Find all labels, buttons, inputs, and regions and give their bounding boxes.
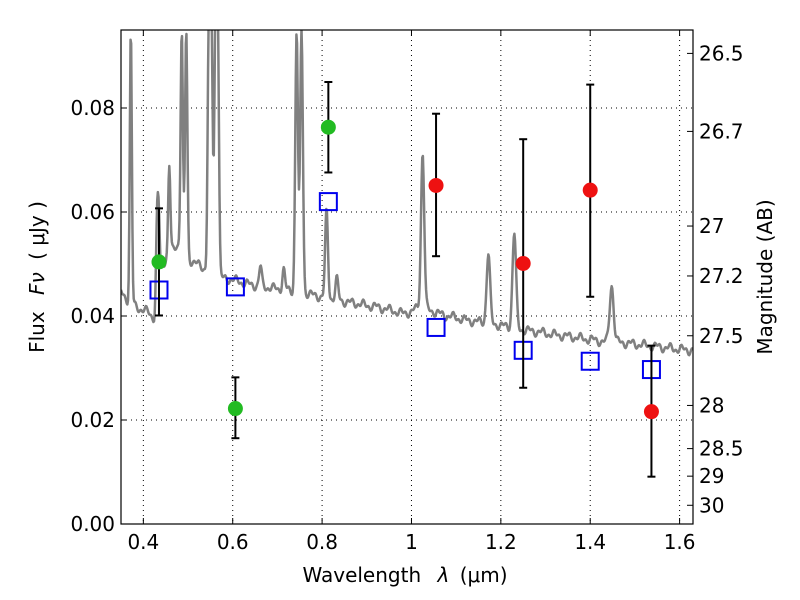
plot-frame bbox=[120, 29, 694, 525]
y2-tick-label: 26.7 bbox=[699, 119, 744, 143]
green-point bbox=[227, 401, 243, 417]
y-tick-label: 0.00 bbox=[70, 512, 115, 536]
x-tick-label: 1 bbox=[405, 530, 418, 554]
y-axis-label-symbol: Fν bbox=[25, 272, 49, 295]
y2-tick-label: 27.5 bbox=[699, 324, 744, 348]
y2-tick-label: 28 bbox=[699, 393, 724, 417]
data-points bbox=[149, 81, 661, 478]
x-tick-label: 0.8 bbox=[306, 530, 338, 554]
red-point bbox=[643, 404, 659, 420]
model-square bbox=[580, 351, 600, 371]
spectrum-line bbox=[121, 30, 693, 357]
red-point bbox=[582, 182, 598, 198]
x-axis-label: Wavelength λ (μm) bbox=[302, 563, 507, 587]
x-tick-label: 1.6 bbox=[664, 530, 696, 554]
red-point bbox=[428, 177, 444, 193]
red-point bbox=[515, 255, 531, 271]
x-tick-label: 0.4 bbox=[127, 530, 159, 554]
y2-axis-label: Magnitude (AB) bbox=[753, 199, 777, 354]
y-axis-label: Flux Fν ( μJy ) bbox=[25, 201, 49, 353]
green-point bbox=[320, 119, 336, 135]
y2-tick-label: 28.5 bbox=[699, 437, 744, 461]
model-square bbox=[426, 317, 446, 337]
x-axis-label-text: Wavelength bbox=[302, 563, 421, 587]
y2-tick-label: 29 bbox=[699, 464, 724, 488]
axis-ticks: 0.4 0.6 0.8 1 1.2 1.4 1.6 0.00 0.02 0.04 0.06 0.08 2… bbox=[70, 30, 744, 554]
x-tick-label: 0.6 bbox=[217, 530, 249, 554]
y2-tick-label: 30 bbox=[699, 493, 724, 517]
y2-tick-label: 27.2 bbox=[699, 264, 744, 288]
x-axis-label-unit: (μm) bbox=[460, 563, 508, 587]
y2-tick-label: 27 bbox=[699, 214, 724, 238]
model-square bbox=[225, 277, 245, 297]
y-tick-label: 0.04 bbox=[70, 304, 115, 328]
model-square bbox=[318, 192, 338, 212]
x-tick-label: 1.2 bbox=[485, 530, 517, 554]
y-tick-label: 0.06 bbox=[70, 200, 115, 224]
y-tick-label: 0.08 bbox=[70, 96, 115, 120]
y-axis-label-text: Flux bbox=[25, 311, 49, 353]
x-axis-label-symbol: λ bbox=[437, 563, 450, 587]
green-point bbox=[151, 254, 167, 270]
y2-tick-label: 26.5 bbox=[699, 41, 744, 65]
x-tick-label: 1.4 bbox=[574, 530, 606, 554]
y-axis-label-unit: ( μJy ) bbox=[25, 201, 49, 260]
model-spectrum bbox=[121, 30, 693, 357]
y-tick-label: 0.02 bbox=[70, 408, 115, 432]
